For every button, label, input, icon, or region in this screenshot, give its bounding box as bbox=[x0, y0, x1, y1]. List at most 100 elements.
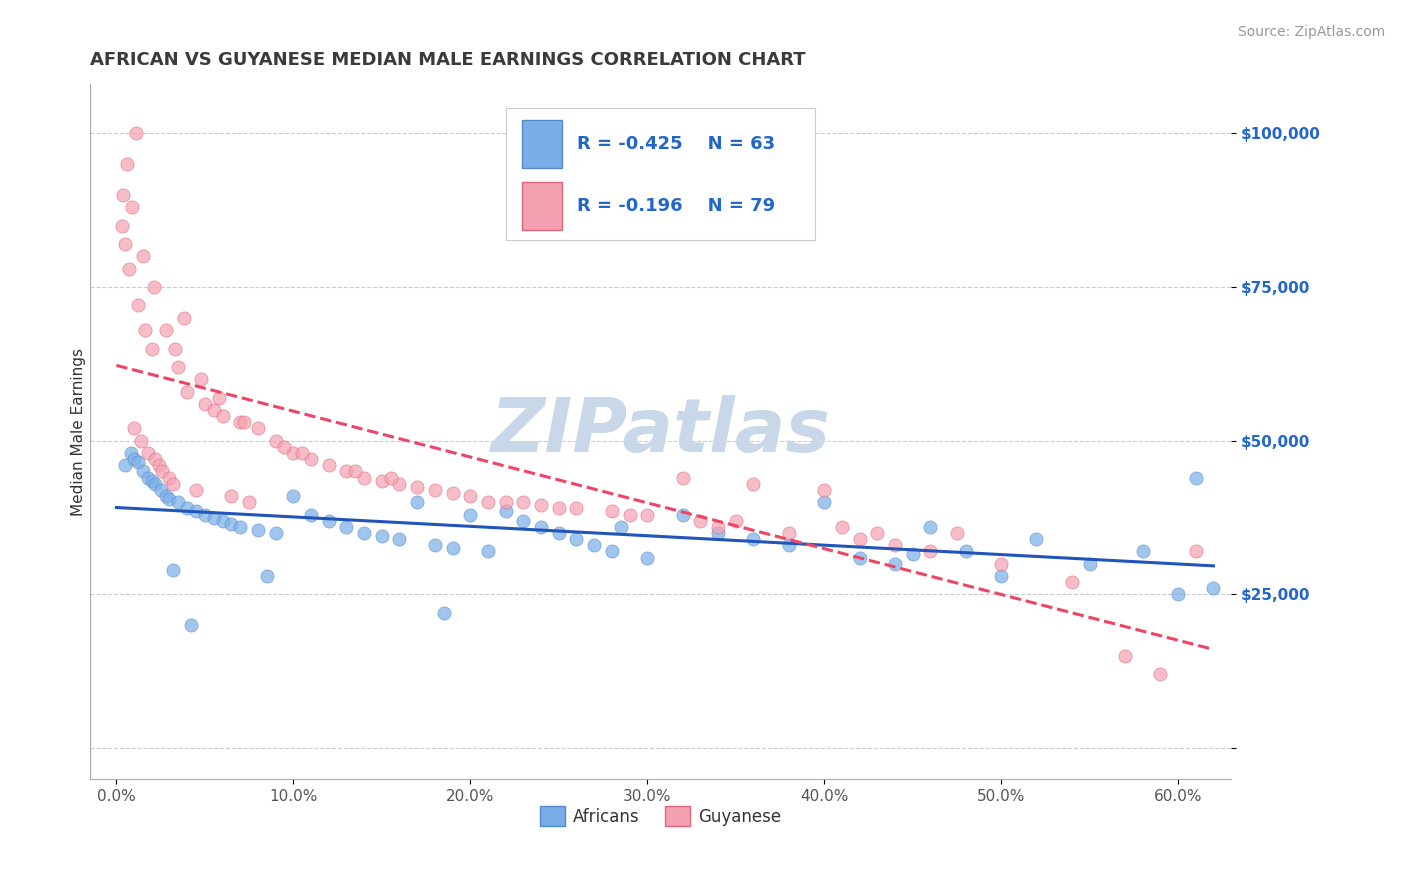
Text: Source: ZipAtlas.com: Source: ZipAtlas.com bbox=[1237, 25, 1385, 39]
Point bbox=[152, 465, 174, 479]
Point bbox=[353, 526, 375, 541]
Point bbox=[114, 458, 136, 473]
Point bbox=[1184, 470, 1206, 484]
Point bbox=[264, 434, 287, 448]
Point bbox=[246, 523, 269, 537]
Point bbox=[127, 455, 149, 469]
Point bbox=[1202, 582, 1225, 596]
Point bbox=[707, 526, 730, 541]
Point bbox=[132, 249, 155, 263]
Point bbox=[190, 372, 212, 386]
Point bbox=[114, 237, 136, 252]
Point bbox=[831, 520, 853, 534]
Point bbox=[238, 495, 260, 509]
Point bbox=[1184, 544, 1206, 558]
Point bbox=[136, 446, 159, 460]
Point bbox=[671, 470, 693, 484]
Point bbox=[920, 544, 942, 558]
Point bbox=[143, 476, 166, 491]
Point bbox=[901, 548, 924, 562]
Point bbox=[1025, 532, 1047, 546]
Point bbox=[547, 526, 569, 541]
Point bbox=[232, 415, 254, 429]
Point bbox=[742, 476, 765, 491]
Point bbox=[221, 489, 243, 503]
Point bbox=[229, 415, 252, 429]
Point bbox=[406, 480, 429, 494]
Point bbox=[495, 504, 517, 518]
Point bbox=[162, 563, 184, 577]
Point bbox=[122, 421, 145, 435]
Point bbox=[229, 520, 252, 534]
Point bbox=[742, 532, 765, 546]
Point bbox=[990, 557, 1012, 571]
Point bbox=[388, 532, 411, 546]
Point bbox=[1060, 575, 1083, 590]
Point bbox=[547, 501, 569, 516]
Point bbox=[495, 495, 517, 509]
Point bbox=[884, 557, 907, 571]
Point bbox=[155, 489, 177, 503]
Point bbox=[353, 470, 375, 484]
Point bbox=[291, 446, 314, 460]
Point bbox=[283, 489, 305, 503]
Point bbox=[920, 520, 942, 534]
Point bbox=[122, 452, 145, 467]
Point bbox=[118, 261, 141, 276]
Point bbox=[813, 495, 835, 509]
Point bbox=[111, 219, 134, 233]
Point bbox=[221, 516, 243, 531]
Point bbox=[163, 342, 186, 356]
Point bbox=[264, 526, 287, 541]
Point bbox=[441, 486, 464, 500]
Point bbox=[167, 495, 190, 509]
Point bbox=[136, 470, 159, 484]
Point bbox=[946, 526, 969, 541]
Point bbox=[609, 520, 631, 534]
Point bbox=[129, 434, 152, 448]
Point bbox=[866, 526, 889, 541]
Point bbox=[318, 458, 340, 473]
Point bbox=[335, 465, 357, 479]
Point bbox=[132, 465, 155, 479]
Point bbox=[180, 618, 202, 632]
Point bbox=[458, 489, 481, 503]
Point bbox=[423, 538, 446, 552]
Point bbox=[955, 544, 977, 558]
Point bbox=[125, 126, 148, 140]
Point bbox=[1078, 557, 1101, 571]
Point bbox=[256, 569, 278, 583]
Point bbox=[441, 541, 464, 556]
Point bbox=[283, 446, 305, 460]
Point bbox=[707, 520, 730, 534]
Point bbox=[778, 526, 800, 541]
Point bbox=[176, 501, 198, 516]
Point bbox=[433, 606, 456, 620]
Point bbox=[299, 452, 322, 467]
Point bbox=[246, 421, 269, 435]
Point bbox=[134, 323, 156, 337]
Point bbox=[208, 391, 231, 405]
Point bbox=[173, 310, 195, 325]
Point bbox=[273, 440, 295, 454]
Point bbox=[1167, 587, 1189, 601]
Point bbox=[318, 514, 340, 528]
Legend: Africans, Guyanese: Africans, Guyanese bbox=[533, 799, 787, 833]
Point bbox=[848, 532, 870, 546]
Point bbox=[211, 409, 233, 424]
Point bbox=[202, 403, 225, 417]
Point bbox=[159, 492, 181, 507]
Point bbox=[884, 538, 907, 552]
Point bbox=[299, 508, 322, 522]
Point bbox=[371, 529, 394, 543]
Point bbox=[148, 458, 170, 473]
Point bbox=[1149, 667, 1171, 681]
Point bbox=[194, 397, 217, 411]
Text: AFRICAN VS GUYANESE MEDIAN MALE EARNINGS CORRELATION CHART: AFRICAN VS GUYANESE MEDIAN MALE EARNINGS… bbox=[90, 51, 806, 69]
Point bbox=[211, 514, 233, 528]
Point bbox=[600, 504, 623, 518]
Point bbox=[202, 510, 225, 524]
Point bbox=[121, 200, 143, 214]
Point bbox=[530, 520, 553, 534]
Point bbox=[176, 384, 198, 399]
